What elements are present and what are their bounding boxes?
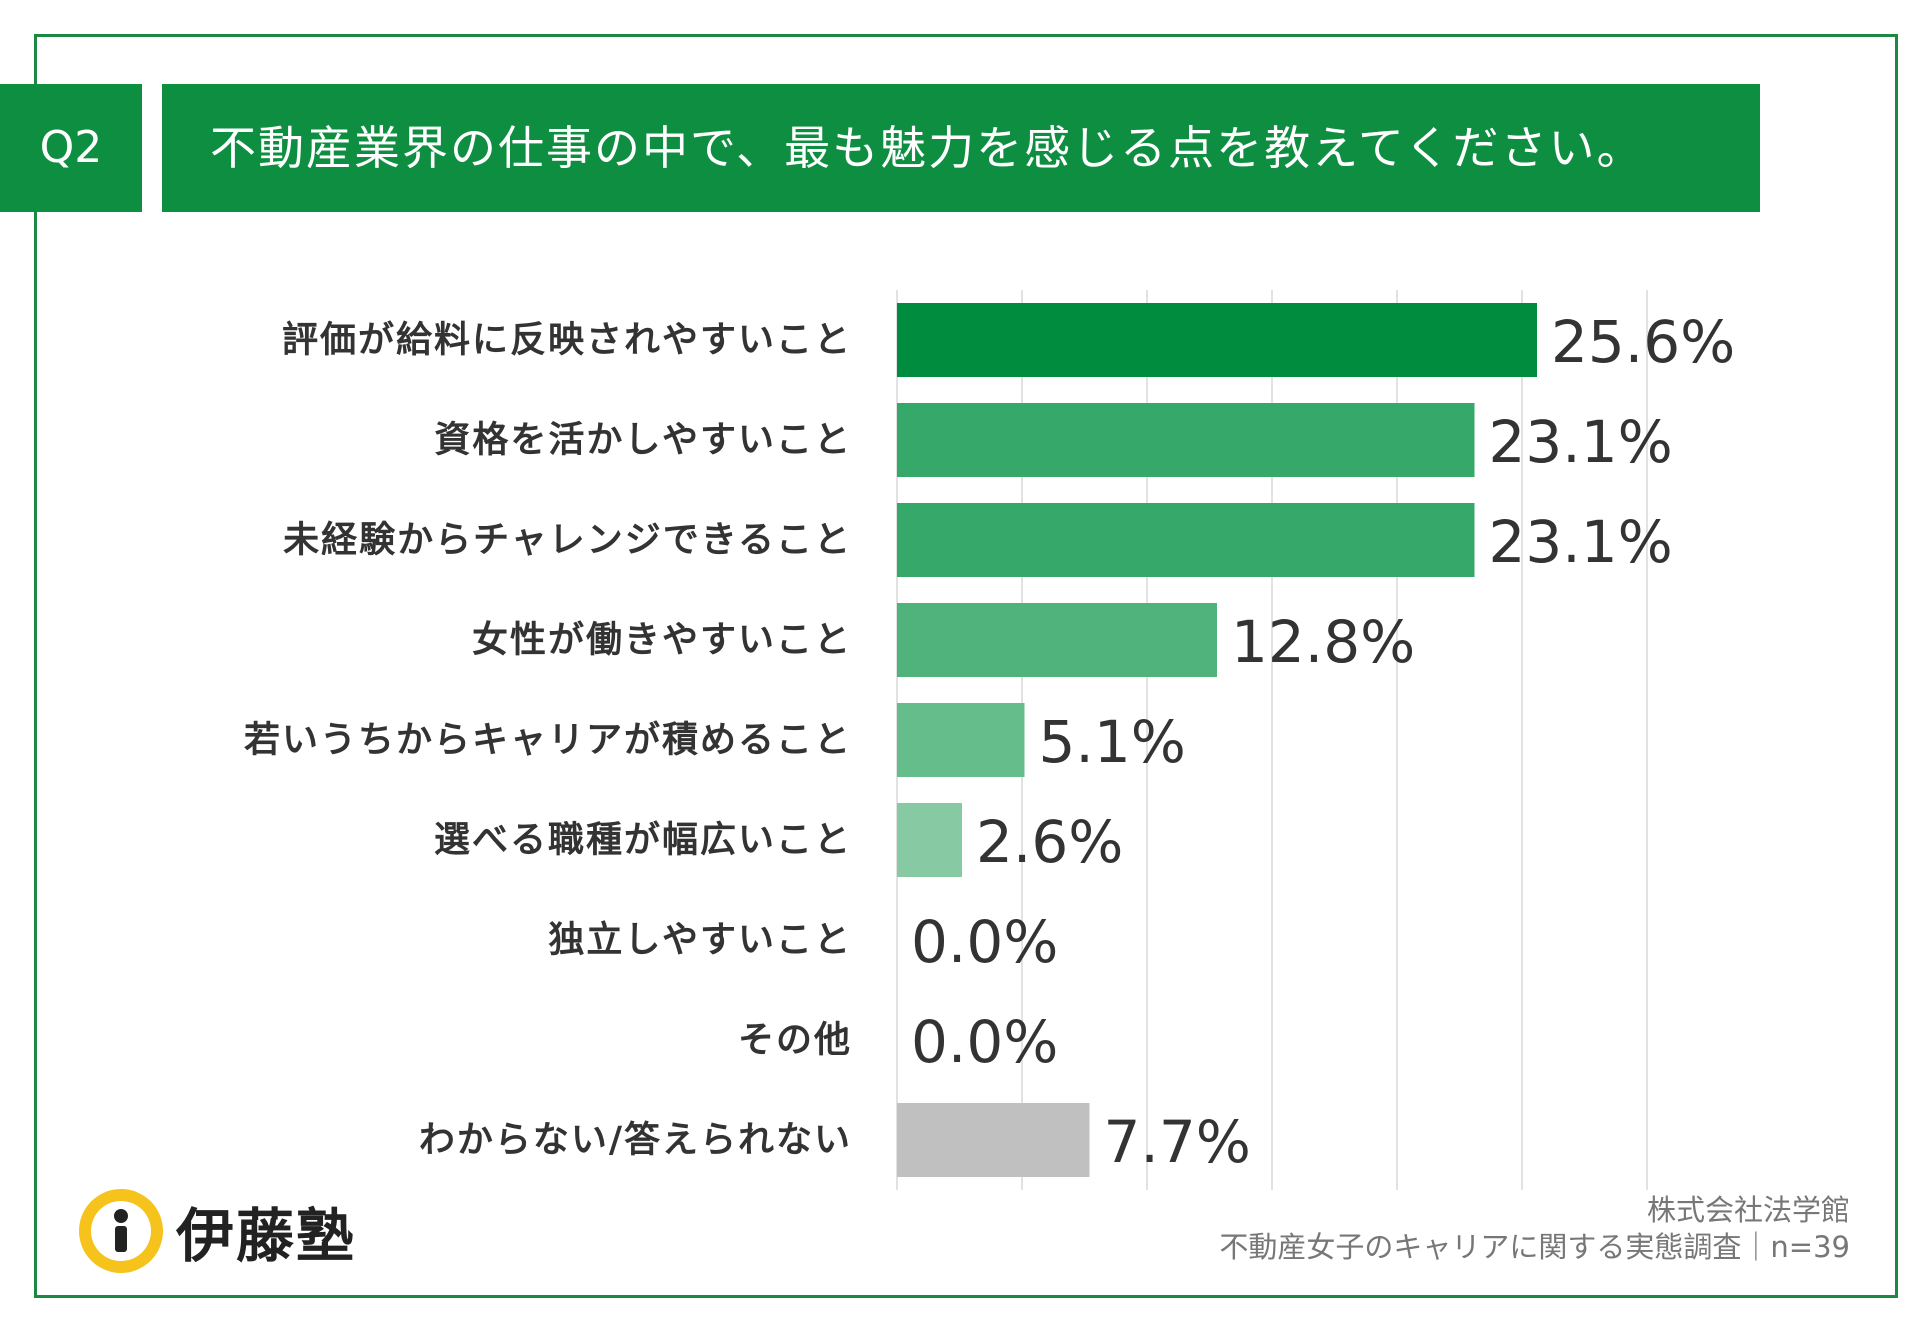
value-label: 0.0% xyxy=(911,1008,1058,1076)
value-label: 23.1% xyxy=(1489,408,1673,476)
bars xyxy=(897,303,1537,1177)
chart-frame xyxy=(34,34,1898,1298)
category-label: 資格を活かしやすいこと xyxy=(434,420,852,461)
bar xyxy=(897,803,962,877)
value-label: 12.8% xyxy=(1231,608,1415,676)
value-label: 25.6% xyxy=(1551,308,1735,376)
category-label: 未経験からチャレンジできること xyxy=(283,520,852,561)
category-label: 女性が働きやすいこと xyxy=(472,620,852,661)
logo: 伊藤塾 xyxy=(76,1186,356,1276)
bar xyxy=(897,403,1475,477)
value-labels: 25.6% 23.1% 23.1% 12.8% 5.1% 2.6% 0.0% 0.0% 7.7% xyxy=(911,308,1735,1176)
bar xyxy=(897,303,1537,377)
value-label: 0.0% xyxy=(911,908,1058,976)
logo-text: 伊藤塾 xyxy=(176,1202,357,1270)
category-label: 選べる職種が幅広いこと xyxy=(434,820,852,861)
survey-name: 不動産女子のキャリアに関する実態調査｜n=39 xyxy=(1219,1230,1850,1264)
source-credit: 株式会社法学館 不動産女子のキャリアに関する実態調査｜n=39 xyxy=(1219,1192,1850,1266)
category-label: わからない/答えられない xyxy=(419,1120,852,1161)
company-name: 株式会社法学館 xyxy=(1646,1193,1850,1227)
bar xyxy=(897,603,1217,677)
category-label: 若いうちからキャリアが積めること xyxy=(244,720,852,761)
bar xyxy=(897,1103,1090,1177)
bar xyxy=(897,703,1025,777)
value-label: 2.6% xyxy=(976,808,1123,876)
itojuku-emblem-icon xyxy=(79,1189,163,1273)
category-label: 独立しやすいこと xyxy=(548,920,852,961)
value-label: 5.1% xyxy=(1039,708,1186,776)
category-label: 評価が給料に反映されやすいこと xyxy=(282,320,852,361)
value-label: 23.1% xyxy=(1489,508,1673,576)
bar xyxy=(897,503,1475,577)
category-labels: 評価が給料に反映されやすいこと資格を活かしやすいこと未経験からチャレンジできるこ… xyxy=(244,320,852,1161)
question-number: Q2 xyxy=(0,84,142,212)
category-label: その他 xyxy=(738,1020,852,1061)
value-label: 7.7% xyxy=(1104,1108,1251,1176)
question-title: 不動産業界の仕事の中で、最も魅力を感じる点を教えてください。 xyxy=(162,84,1760,212)
